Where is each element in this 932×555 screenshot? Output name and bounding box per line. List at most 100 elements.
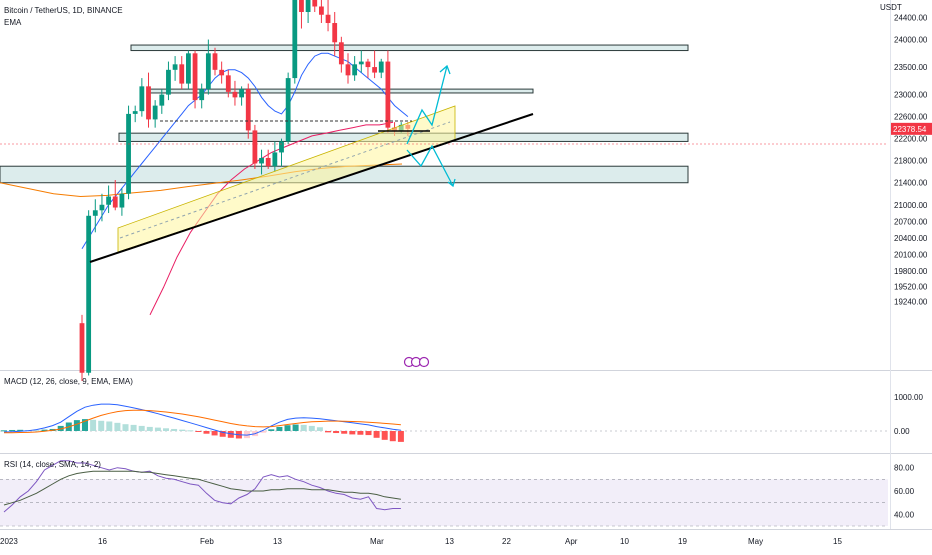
candle-body <box>152 105 158 120</box>
candle-body <box>232 91 238 98</box>
macd-histogram-bar <box>357 431 364 435</box>
time-tick-label: 16 <box>98 537 107 546</box>
macd-histogram-bar <box>195 431 202 432</box>
ema-legend: EMA <box>4 18 22 27</box>
macd-histogram-bar <box>292 424 299 431</box>
candle-body <box>212 53 218 70</box>
candle-body <box>132 111 138 114</box>
candle-body <box>252 130 258 164</box>
price-zone <box>149 88 534 94</box>
price-tick-label: 24400.00 <box>894 14 928 23</box>
candle-body <box>345 64 351 76</box>
candle-body <box>112 196 118 208</box>
macd-histogram-bar <box>227 431 234 438</box>
price-tick-label: 21400.00 <box>894 179 928 188</box>
price-time-axes: 24400.00 24000.00 23500.00 23000.00 22600.00… <box>0 3 932 546</box>
time-tick-label: Apr <box>565 537 578 546</box>
channel-midline <box>119 121 451 239</box>
candle-body <box>119 193 125 208</box>
price-tick-label: 19520.00 <box>894 282 928 291</box>
bearish-path-arrow <box>406 144 454 187</box>
macd-histogram-bar <box>316 427 323 431</box>
candle-body <box>299 0 304 12</box>
macd-histogram-bar <box>349 431 356 435</box>
symbol-title: Bitcoin / TetherUS, 1D, BINANCE <box>4 6 123 15</box>
time-tick-label: Feb <box>200 537 214 546</box>
candle-body <box>239 89 244 98</box>
candle-body <box>332 23 338 43</box>
macd-tick-label: 1000.00 <box>894 393 923 402</box>
price-tick-label: 19240.00 <box>894 298 928 307</box>
macd-histogram-bar <box>82 419 88 431</box>
macd-histogram-bar <box>365 431 372 436</box>
candle-body <box>92 210 98 216</box>
time-tick-label: 22 <box>502 537 511 546</box>
candle-body <box>86 215 92 373</box>
time-tick-label: 15 <box>833 537 842 546</box>
macd-tick-label: 0.00 <box>894 427 910 436</box>
candle-body <box>272 152 278 167</box>
macd-histogram-bar <box>114 422 121 431</box>
candle-body <box>139 86 145 112</box>
macd-histogram-bar <box>203 431 210 434</box>
macd-pane <box>0 403 888 442</box>
time-tick-label: 2023 <box>0 537 18 546</box>
macd-histogram-bar <box>260 431 267 433</box>
candle-body <box>385 61 391 128</box>
macd-histogram-bar <box>41 429 48 431</box>
macd-histogram-bar <box>381 431 388 440</box>
candle-body <box>292 0 298 79</box>
candle-body <box>358 61 364 65</box>
bullish-arrowhead <box>439 64 451 75</box>
price-zone <box>130 44 689 52</box>
time-tick-label: Mar <box>370 537 384 546</box>
macd-histogram-bar <box>130 424 137 431</box>
grid <box>0 0 932 530</box>
time-tick-label: 13 <box>273 537 282 546</box>
candle-body <box>279 141 284 153</box>
macd-histogram-bar <box>33 430 40 432</box>
price-tick-label: 24000.00 <box>894 36 928 45</box>
macd-histogram-bar <box>341 431 348 434</box>
bullish-path-arrow <box>406 65 448 145</box>
rsi-line <box>3 460 401 513</box>
time-tick-label: 19 <box>678 537 687 546</box>
bearish-arrowhead <box>447 178 456 188</box>
candle-body <box>106 196 111 205</box>
macd-histogram-bar <box>163 428 169 431</box>
macd-histogram-bar <box>1 430 7 432</box>
candle-body <box>126 113 131 194</box>
macd-histogram-bar <box>373 431 380 438</box>
macd-histogram-bar <box>397 431 404 442</box>
candle-body <box>352 64 358 76</box>
rsi-legend: RSI (14, close, SMA, 14, 2) <box>4 460 101 469</box>
event-flag-icon <box>418 356 430 368</box>
macd-histogram-bar <box>333 431 340 434</box>
candle-body <box>319 6 324 15</box>
support-trendline <box>89 113 534 263</box>
candle-body <box>338 42 344 65</box>
candle-body <box>199 89 205 101</box>
candle-body <box>225 75 231 92</box>
price-tick-label: 23500.00 <box>894 63 928 72</box>
candle-body <box>186 53 191 84</box>
candle-body <box>79 323 85 373</box>
macd-histogram-bar <box>389 431 396 442</box>
candle-body <box>172 64 178 70</box>
trendline-drawings[interactable] <box>0 64 888 368</box>
macd-histogram-bar <box>187 430 194 432</box>
macd-histogram-bar <box>122 424 129 431</box>
candle-body <box>166 69 171 95</box>
price-tick-label: 20400.00 <box>894 234 928 243</box>
macd-legend: MACD (12, 26, close, 9, EMA, EMA) <box>4 377 133 386</box>
macd-histogram-bar <box>171 428 178 431</box>
macd-histogram-bar <box>146 426 153 431</box>
candle-body <box>219 69 225 76</box>
current-price-label: 22378.54 <box>893 125 927 134</box>
rsi-ma-line <box>3 470 401 506</box>
price-tick-label: 19800.00 <box>894 267 928 276</box>
price-tick-label: 20700.00 <box>894 217 928 226</box>
macd-histogram-bar <box>244 431 250 439</box>
